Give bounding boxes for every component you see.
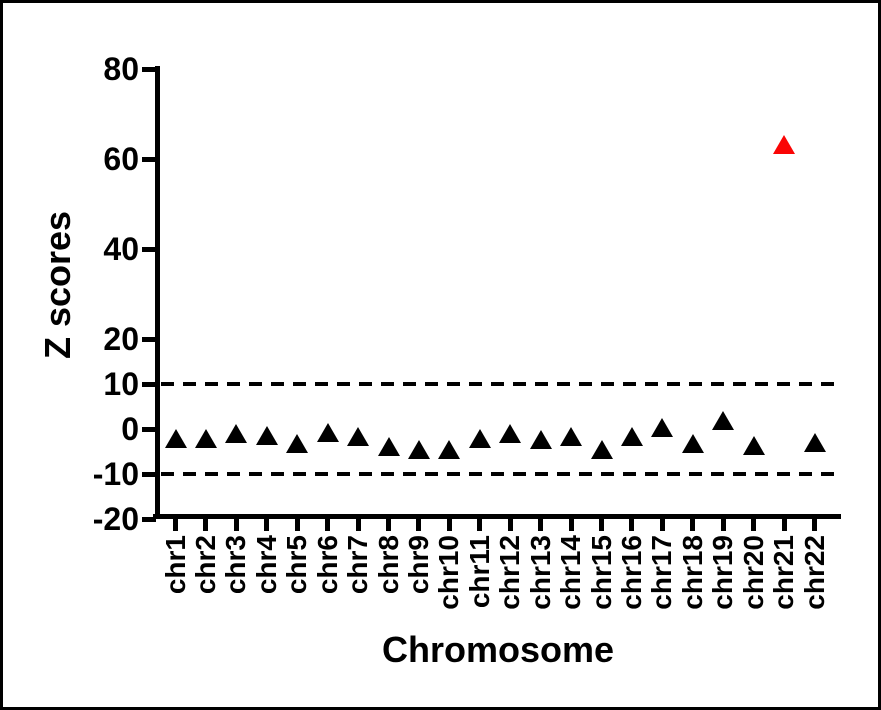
y-tick-label-10: 10 bbox=[103, 366, 139, 402]
x-tick-label-chr14: chr14 bbox=[555, 535, 587, 610]
data-point-chr7 bbox=[347, 426, 370, 446]
x-axis-line bbox=[153, 514, 841, 519]
data-point-chr10 bbox=[438, 439, 461, 459]
x-tick-label-chr19: chr19 bbox=[707, 535, 739, 610]
data-point-chr2 bbox=[194, 429, 217, 449]
y-tick-20 bbox=[142, 336, 156, 342]
x-tick-label-chr1: chr1 bbox=[159, 535, 191, 595]
y-tick--10 bbox=[142, 471, 156, 477]
x-tick-label-chr20: chr20 bbox=[737, 535, 769, 610]
data-point-chr11 bbox=[468, 428, 491, 448]
x-tick-label-chr8: chr8 bbox=[372, 535, 404, 595]
y-axis-line bbox=[155, 66, 160, 519]
x-tick-chr19 bbox=[720, 519, 726, 531]
y-tick-80 bbox=[142, 66, 156, 72]
x-tick-chr12 bbox=[507, 519, 513, 531]
data-point-chr4 bbox=[255, 426, 278, 446]
x-tick-label-chr17: chr17 bbox=[646, 535, 678, 610]
x-tick-label-chr22: chr22 bbox=[798, 535, 830, 610]
x-tick-label-chr9: chr9 bbox=[402, 535, 434, 595]
x-tick-label-chr21: chr21 bbox=[768, 535, 800, 610]
x-tick-chr17 bbox=[659, 519, 665, 531]
x-tick-chr13 bbox=[538, 519, 544, 531]
x-tick-chr18 bbox=[690, 519, 696, 531]
x-tick-label-chr13: chr13 bbox=[524, 535, 556, 610]
x-tick-label-chr11: chr11 bbox=[463, 535, 495, 609]
x-tick-chr14 bbox=[568, 519, 574, 531]
data-point-chr17 bbox=[651, 417, 674, 437]
y-tick-label-60: 60 bbox=[103, 141, 139, 177]
data-point-chr5 bbox=[286, 434, 309, 454]
x-tick-label-chr7: chr7 bbox=[342, 535, 374, 595]
x-axis-title: Chromosome bbox=[381, 629, 615, 670]
data-point-chr16 bbox=[620, 426, 643, 446]
x-tick-chr11 bbox=[477, 519, 483, 531]
y-tick-label--20: -20 bbox=[92, 501, 139, 537]
data-point-chr20 bbox=[742, 436, 765, 456]
data-point-chr18 bbox=[681, 434, 704, 454]
y-tick-10 bbox=[142, 381, 156, 387]
x-tick-label-chr18: chr18 bbox=[676, 535, 708, 610]
x-tick-label-chr3: chr3 bbox=[220, 535, 252, 595]
data-point-chr6 bbox=[316, 422, 339, 442]
data-point-chr19 bbox=[712, 410, 735, 430]
x-tick-chr15 bbox=[599, 519, 605, 531]
data-point-chr14 bbox=[560, 426, 583, 446]
data-point-chr13 bbox=[529, 430, 552, 450]
y-axis-title: Z scores bbox=[37, 210, 78, 360]
x-tick-label-chr4: chr4 bbox=[250, 535, 282, 595]
data-point-chr8 bbox=[377, 436, 400, 456]
y-tick-label-80: 80 bbox=[103, 51, 139, 87]
x-tick-chr7 bbox=[355, 519, 361, 531]
x-tick-label-chr16: chr16 bbox=[615, 535, 647, 610]
x-tick-chr4 bbox=[264, 519, 270, 531]
x-tick-chr16 bbox=[629, 519, 635, 531]
y-tick-label-40: 40 bbox=[103, 231, 139, 267]
x-tick-chr8 bbox=[386, 519, 391, 531]
x-tick-chr20 bbox=[751, 519, 757, 531]
x-tick-label-chr12: chr12 bbox=[494, 535, 526, 610]
y-tick-label-0: 0 bbox=[121, 411, 139, 447]
data-point-chr12 bbox=[499, 423, 522, 443]
data-point-chr22 bbox=[803, 432, 826, 452]
x-tick-label-chr2: chr2 bbox=[189, 535, 221, 595]
y-tick-40 bbox=[142, 246, 156, 252]
threshold-line-10 bbox=[161, 382, 837, 386]
data-point-chr1 bbox=[164, 428, 187, 448]
x-tick-chr9 bbox=[416, 519, 422, 531]
x-tick-label-chr5: chr5 bbox=[281, 535, 313, 595]
x-tick-chr6 bbox=[325, 519, 331, 531]
x-tick-label-chr15: chr15 bbox=[585, 535, 617, 610]
y-tick--20 bbox=[142, 516, 156, 522]
y-tick-60 bbox=[142, 156, 156, 162]
y-tick-label--10: -10 bbox=[92, 456, 139, 492]
x-tick-chr1 bbox=[173, 519, 178, 531]
y-tick-0 bbox=[142, 426, 156, 432]
x-tick-label-chr6: chr6 bbox=[311, 535, 343, 595]
y-tick-label-20: 20 bbox=[103, 321, 139, 357]
data-point-chr15 bbox=[590, 440, 613, 460]
x-tick-chr2 bbox=[203, 519, 209, 531]
threshold-line--10 bbox=[161, 472, 837, 476]
x-tick-chr5 bbox=[294, 519, 300, 531]
data-point-chr21 bbox=[773, 134, 796, 154]
x-tick-chr21 bbox=[781, 519, 787, 531]
x-tick-chr10 bbox=[446, 519, 452, 531]
x-tick-label-chr10: chr10 bbox=[433, 535, 465, 610]
x-tick-chr22 bbox=[812, 519, 818, 531]
x-tick-chr3 bbox=[233, 519, 239, 531]
data-point-chr3 bbox=[225, 424, 248, 443]
data-point-chr9 bbox=[407, 440, 430, 460]
